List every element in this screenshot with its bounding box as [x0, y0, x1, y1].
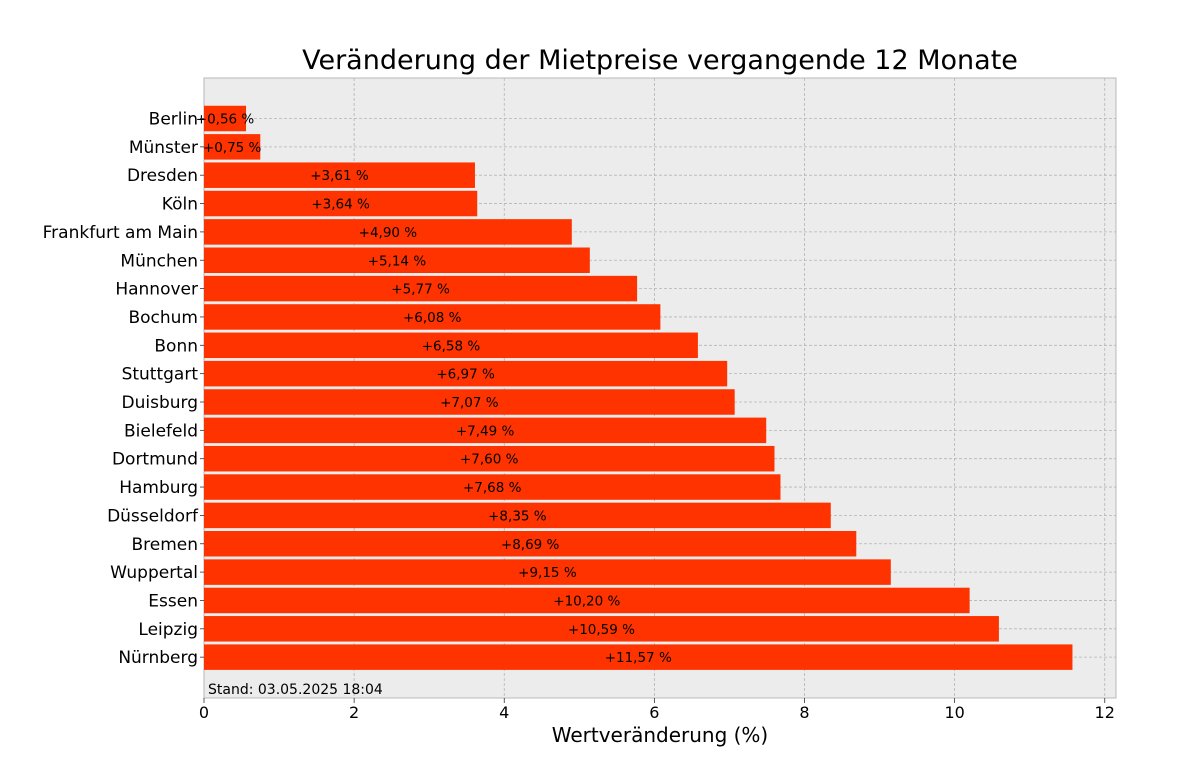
y-tick-label: Hannover — [115, 280, 198, 300]
bar — [204, 360, 728, 387]
x-tick-label: 8 — [799, 703, 809, 722]
bar — [204, 644, 1073, 670]
x-tick-label: 4 — [499, 703, 509, 722]
bar-value-label: +5,14 % — [368, 253, 427, 269]
y-tick-labels: Berlin Münster Dresden Köln Frankfurt am Mai… — [43, 110, 204, 668]
x-tick-label: 2 — [349, 703, 359, 722]
bar — [204, 417, 767, 444]
bars — [204, 105, 1073, 670]
chart-title: Veränderung der Mietpreise vergangende 1… — [302, 45, 1018, 76]
bar — [204, 162, 475, 188]
value-labels: +0,56 % +0,75 % +3,61 % +3,64 % +4,90 % +5,14… — [196, 112, 672, 667]
bar — [204, 502, 831, 529]
y-tick-label: Frankfurt am Main — [43, 223, 198, 243]
bar-value-label: +6,97 % — [436, 367, 495, 383]
bar-value-label: +9,15 % — [518, 565, 577, 581]
y-tick-label: Wuppertal — [110, 563, 198, 583]
x-tick-label: 10 — [944, 703, 964, 722]
y-tick-label: Essen — [148, 591, 198, 611]
timestamp-note: Stand: 03.05.2025 18:04 — [208, 682, 383, 698]
bar — [204, 304, 661, 330]
bar — [204, 332, 698, 359]
y-tick-label: Bielefeld — [124, 421, 198, 441]
y-tick-label: Stuttgart — [122, 365, 199, 385]
y-tick-label: Köln — [162, 195, 198, 215]
y-tick-label: Dortmund — [112, 450, 198, 470]
y-tick-label: Bonn — [154, 336, 198, 356]
y-tick-label: Leipzig — [138, 620, 198, 640]
y-tick-label: Düsseldorf — [107, 506, 199, 526]
bar — [204, 190, 478, 217]
bar — [204, 531, 857, 557]
bar — [204, 275, 638, 302]
bar-value-label: +0,56 % — [196, 112, 255, 128]
x-tick-label: 6 — [649, 703, 659, 722]
x-tick-label: 0 — [199, 703, 209, 722]
y-tick-label: München — [120, 251, 198, 271]
bar-value-label: +6,58 % — [422, 338, 481, 354]
y-tick-label: Bremen — [131, 535, 198, 555]
x-ticks: 0 2 4 6 8 10 12 — [199, 698, 1115, 722]
bar — [204, 616, 999, 642]
y-tick-label: Berlin — [149, 110, 198, 130]
bar-value-label: +7,07 % — [440, 395, 499, 411]
bar-value-label: +7,49 % — [456, 423, 515, 439]
x-axis-label: Wertveränderung (%) — [552, 723, 769, 747]
y-tick-label: Bochum — [128, 308, 198, 328]
bar — [204, 559, 891, 585]
bar — [204, 247, 590, 273]
bar-value-label: +8,35 % — [488, 508, 547, 524]
bar-value-label: +10,59 % — [568, 622, 635, 638]
y-tick-label: Duisburg — [122, 393, 199, 413]
bar-value-label: +7,68 % — [463, 480, 522, 496]
bar-value-label: +8,69 % — [501, 537, 560, 553]
bar-value-label: +6,08 % — [403, 310, 462, 326]
y-tick-label: Hamburg — [119, 478, 198, 498]
y-tick-label: Dresden — [127, 166, 198, 186]
bar-value-label: +7,60 % — [460, 452, 519, 468]
bar — [204, 587, 970, 614]
bar-value-label: +10,20 % — [553, 593, 620, 609]
bar — [204, 474, 781, 500]
bar-value-label: +11,57 % — [605, 650, 672, 666]
bar — [204, 445, 775, 472]
x-tick-label: 12 — [1095, 703, 1115, 722]
bar — [204, 134, 261, 160]
bar — [204, 219, 572, 245]
bar-value-label: +5,77 % — [391, 282, 450, 298]
bar-value-label: +3,61 % — [310, 168, 369, 184]
bar-value-label: +4,90 % — [359, 225, 418, 241]
bar — [204, 105, 247, 132]
y-tick-label: Münster — [129, 138, 198, 158]
bar — [204, 389, 735, 415]
bar-value-label: +0,75 % — [203, 140, 262, 156]
bar-value-label: +3,64 % — [311, 197, 370, 213]
y-tick-label: Nürnberg — [118, 648, 198, 668]
